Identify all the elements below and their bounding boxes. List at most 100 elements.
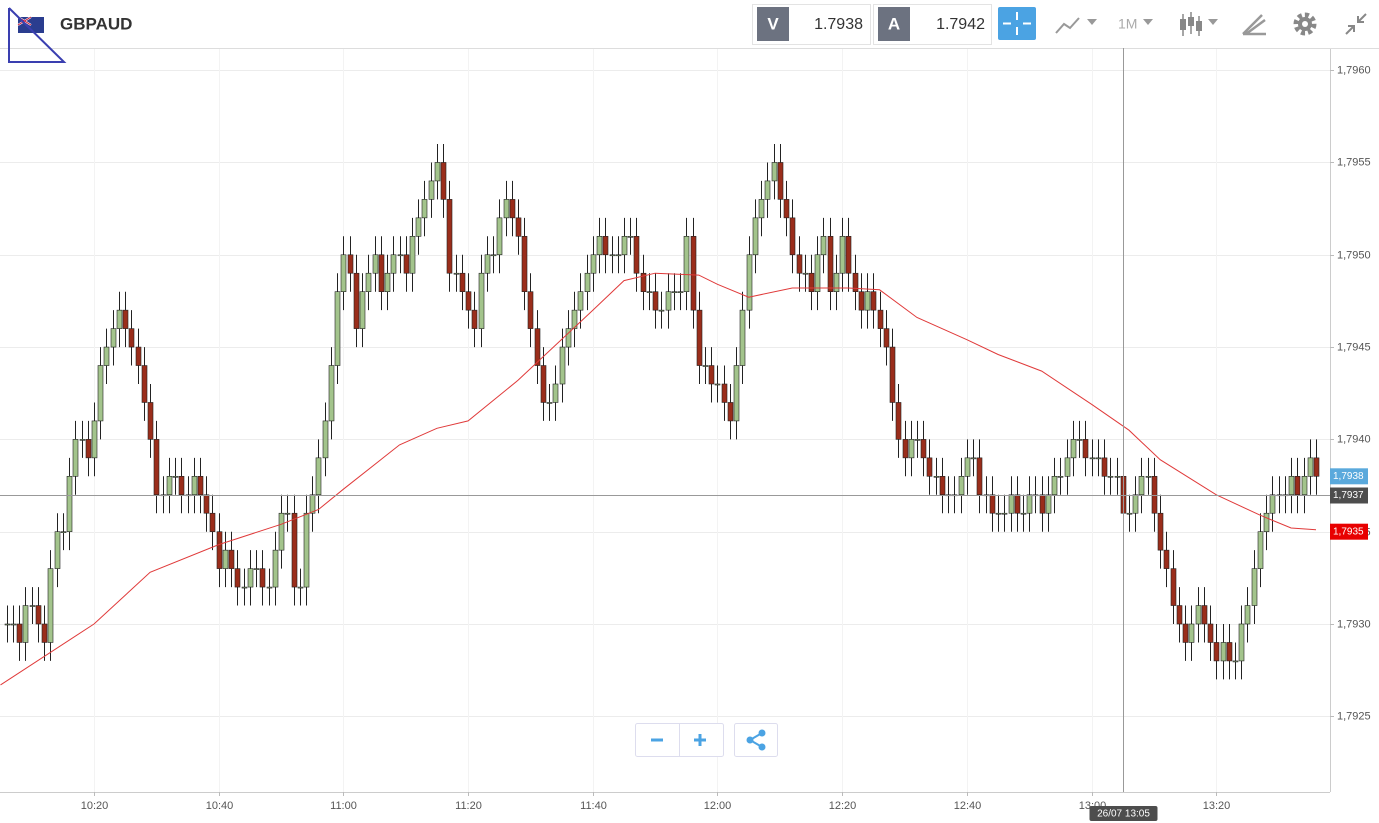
candle-body — [291, 512, 298, 588]
drawing-tools-button[interactable] — [1242, 14, 1266, 36]
candle-body — [35, 605, 42, 625]
candle-body — [72, 439, 79, 477]
candle-body — [1288, 476, 1295, 496]
candle-body — [384, 272, 391, 292]
candle-body — [79, 439, 86, 441]
candle-body — [658, 309, 665, 312]
candle-body — [1082, 439, 1089, 459]
candle-body — [509, 199, 516, 219]
candle-body — [222, 549, 229, 569]
candle-body — [1020, 512, 1027, 515]
candle-body — [515, 217, 522, 237]
candle-body — [521, 236, 528, 292]
candle-body — [1095, 457, 1102, 460]
x-tick-label: 12:40 — [954, 800, 982, 812]
ask-badge — [878, 7, 910, 41]
candle-body — [496, 217, 503, 256]
candle-body — [203, 494, 210, 514]
candle-body — [839, 236, 846, 274]
candle-body — [1257, 531, 1264, 569]
candle-body — [197, 476, 204, 496]
x-tick-label: 10:20 — [81, 800, 109, 812]
candle-body — [995, 512, 1002, 515]
candle-body — [646, 291, 653, 293]
indicator-icon — [1055, 17, 1080, 34]
candle-body — [191, 476, 198, 496]
candle-body — [989, 494, 996, 514]
candle-body — [1114, 476, 1121, 478]
candle-body — [297, 586, 304, 589]
candle-body — [259, 568, 266, 588]
candle-body — [309, 494, 316, 514]
candle-body — [478, 272, 485, 329]
gear-hole — [1302, 21, 1308, 27]
chart-type-button[interactable] — [1055, 17, 1097, 34]
collapse-button[interactable] — [1345, 13, 1367, 35]
candle-body — [783, 199, 790, 219]
candle-body — [1176, 605, 1183, 625]
zoom-in-button[interactable] — [694, 734, 706, 746]
candle-body — [378, 254, 385, 292]
y-tick-label: 1,7955 — [1337, 156, 1371, 168]
candle-body — [241, 586, 248, 589]
candle-body — [471, 309, 478, 329]
candle-body — [1251, 568, 1258, 606]
candle-body — [1101, 457, 1108, 477]
candle-body — [253, 568, 260, 570]
candle-body — [284, 512, 291, 515]
candle-body — [209, 512, 216, 532]
crosshair-price-box — [1330, 487, 1368, 504]
candle-body — [484, 254, 491, 274]
candle-body — [147, 402, 154, 440]
drawing-triangle[interactable] — [8, 7, 67, 63]
candle-body — [727, 402, 734, 422]
candle-body — [1014, 494, 1021, 514]
candle-body — [621, 236, 628, 256]
crosshair-button[interactable] — [998, 7, 1036, 40]
share-box[interactable] — [734, 723, 778, 757]
candle-body — [453, 272, 460, 275]
candle-body — [552, 383, 559, 403]
bid-price: 1.7938 — [814, 16, 863, 33]
ask-price: 1.7942 — [936, 16, 985, 33]
candle-body — [1170, 568, 1177, 606]
candle-body — [877, 309, 884, 329]
candle-body — [902, 439, 909, 459]
candle-body — [459, 272, 466, 292]
candle-body — [1213, 642, 1220, 662]
candle-body — [85, 439, 92, 459]
toolbar: GBPAUD V 1.7938 A 1.7942 1M — [0, 0, 1379, 63]
symbol: GBPAUD — [60, 14, 132, 33]
candle-body — [895, 402, 902, 440]
candle-body — [315, 457, 322, 496]
candle-body — [690, 236, 697, 311]
candle-body — [1294, 476, 1301, 496]
candle-body — [696, 309, 703, 366]
candle-body — [216, 531, 223, 569]
candle-body — [939, 476, 946, 496]
candle-body — [1064, 457, 1071, 477]
candle-body — [721, 383, 728, 403]
candle-body — [677, 291, 684, 293]
candle-body — [334, 291, 341, 366]
candle-body — [1145, 476, 1152, 478]
candle-body — [1182, 623, 1189, 643]
candle-body — [808, 272, 815, 292]
candle-body — [1207, 623, 1214, 643]
x-tick-label: 13:20 — [1203, 800, 1231, 812]
candle-body — [814, 254, 821, 292]
y-tick-label: 1,7940 — [1337, 433, 1371, 445]
candles-icon-body — [1180, 19, 1186, 30]
candle-body — [652, 291, 659, 311]
crosshair-icon — [1003, 12, 1031, 35]
candle-type-button[interactable] — [1180, 12, 1218, 36]
ask-label: A — [888, 14, 900, 33]
candle-body — [10, 623, 17, 626]
candle-body — [440, 162, 447, 200]
candle-body — [135, 346, 142, 366]
settings-button[interactable] — [1293, 12, 1317, 36]
candle-body — [796, 254, 803, 274]
timeframe[interactable]: 1M — [1118, 16, 1137, 32]
